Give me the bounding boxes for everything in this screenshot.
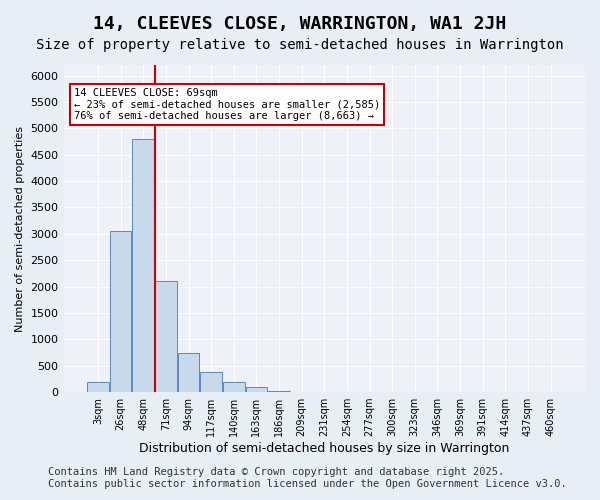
Bar — [178, 352, 199, 392]
Text: Contains HM Land Registry data © Crown copyright and database right 2025.
Contai: Contains HM Land Registry data © Crown c… — [48, 468, 567, 489]
X-axis label: Distribution of semi-detached houses by size in Warrington: Distribution of semi-detached houses by … — [139, 442, 509, 455]
Y-axis label: Number of semi-detached properties: Number of semi-detached properties — [15, 126, 25, 332]
Bar — [110, 231, 131, 392]
Bar — [133, 139, 154, 392]
Text: Size of property relative to semi-detached houses in Warrington: Size of property relative to semi-detach… — [36, 38, 564, 52]
Text: 14 CLEEVES CLOSE: 69sqm
← 23% of semi-detached houses are smaller (2,585)
76% of: 14 CLEEVES CLOSE: 69sqm ← 23% of semi-de… — [74, 88, 380, 121]
Bar — [87, 382, 109, 392]
Bar — [223, 382, 245, 392]
Text: 14, CLEEVES CLOSE, WARRINGTON, WA1 2JH: 14, CLEEVES CLOSE, WARRINGTON, WA1 2JH — [94, 15, 506, 33]
Bar — [200, 372, 222, 392]
Bar — [245, 387, 267, 392]
Bar — [155, 282, 176, 392]
Bar — [268, 390, 290, 392]
